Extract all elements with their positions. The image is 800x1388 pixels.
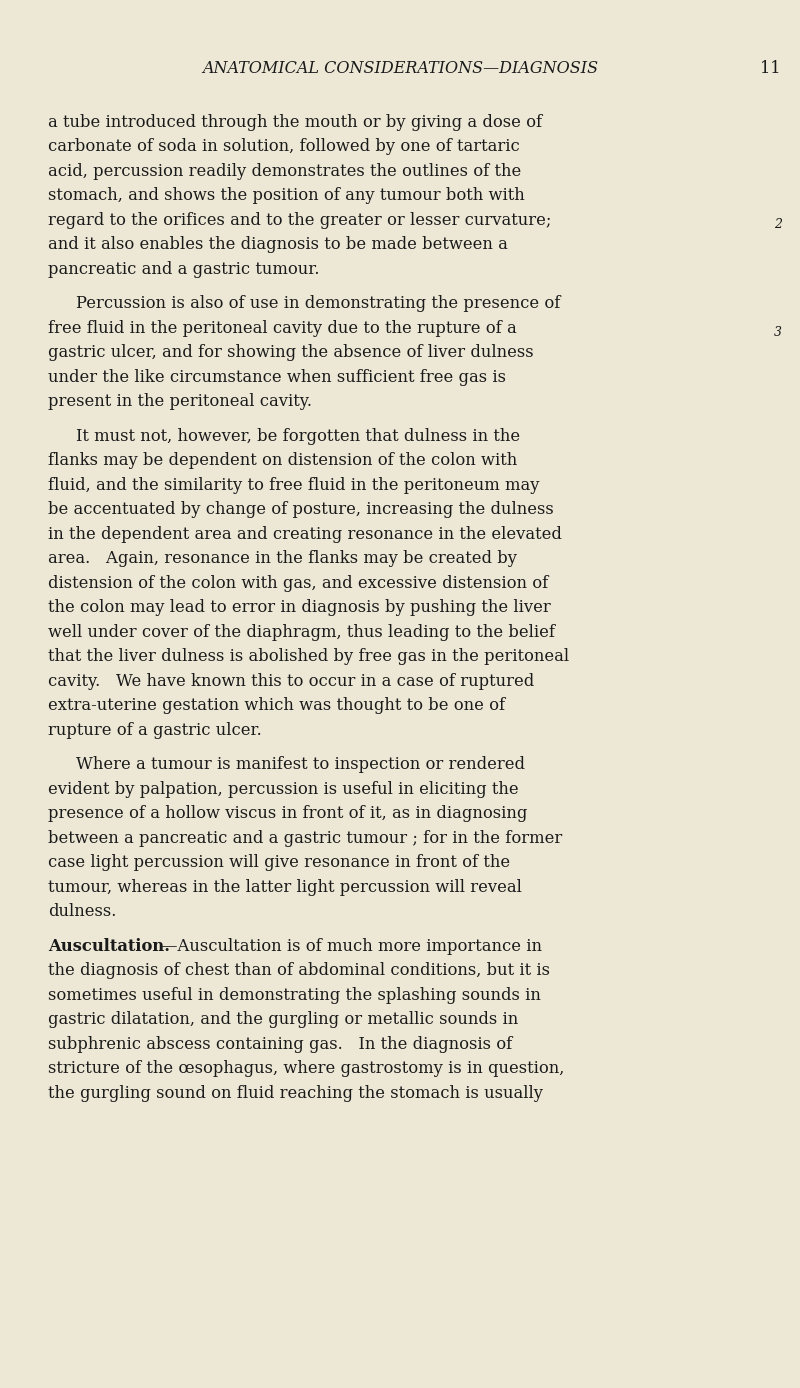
Text: in the dependent area and creating resonance in the elevated: in the dependent area and creating reson…	[48, 526, 562, 543]
Text: Where a tumour is manifest to inspection or rendered: Where a tumour is manifest to inspection…	[76, 756, 525, 773]
Text: case light percussion will give resonance in front of the: case light percussion will give resonanc…	[48, 855, 510, 872]
Text: subphrenic abscess containing gas.   In the diagnosis of: subphrenic abscess containing gas. In th…	[48, 1035, 512, 1053]
Text: a tube introduced through the mouth or by giving a dose of: a tube introduced through the mouth or b…	[48, 114, 542, 130]
Text: 3: 3	[774, 326, 782, 339]
Text: free fluid in the peritoneal cavity due to the rupture of a: free fluid in the peritoneal cavity due …	[48, 319, 517, 337]
Text: evident by palpation, percussion is useful in eliciting the: evident by palpation, percussion is usef…	[48, 781, 518, 798]
Text: Percussion is also of use in demonstrating the presence of: Percussion is also of use in demonstrati…	[76, 296, 560, 312]
Text: cavity.   We have known this to occur in a case of ruptured: cavity. We have known this to occur in a…	[48, 673, 534, 690]
Text: the colon may lead to error in diagnosis by pushing the liver: the colon may lead to error in diagnosis…	[48, 600, 550, 616]
Text: extra-uterine gestation which was thought to be one of: extra-uterine gestation which was though…	[48, 697, 505, 715]
Text: present in the peritoneal cavity.: present in the peritoneal cavity.	[48, 393, 312, 411]
Text: It must not, however, be forgotten that dulness in the: It must not, however, be forgotten that …	[76, 428, 520, 446]
Text: between a pancreatic and a gastric tumour ; for in the former: between a pancreatic and a gastric tumou…	[48, 830, 562, 847]
Text: 2: 2	[774, 218, 782, 230]
Text: gastric dilatation, and the gurgling or metallic sounds in: gastric dilatation, and the gurgling or …	[48, 1012, 518, 1029]
Text: sometimes useful in demonstrating the splashing sounds in: sometimes useful in demonstrating the sp…	[48, 987, 541, 1004]
Text: under the like circumstance when sufficient free gas is: under the like circumstance when suffici…	[48, 369, 506, 386]
Text: dulness.: dulness.	[48, 904, 116, 920]
Text: well under cover of the diaphragm, thus leading to the belief: well under cover of the diaphragm, thus …	[48, 623, 555, 641]
Text: the diagnosis of chest than of abdominal conditions, but it is: the diagnosis of chest than of abdominal…	[48, 962, 550, 980]
Text: presence of a hollow viscus in front of it, as in diagnosing: presence of a hollow viscus in front of …	[48, 805, 527, 823]
Text: flanks may be dependent on distension of the colon with: flanks may be dependent on distension of…	[48, 452, 518, 469]
Text: stricture of the œsophagus, where gastrostomy is in question,: stricture of the œsophagus, where gastro…	[48, 1060, 564, 1077]
Text: the gurgling sound on fluid reaching the stomach is usually: the gurgling sound on fluid reaching the…	[48, 1085, 543, 1102]
Text: Auscultation.: Auscultation.	[48, 938, 170, 955]
Text: regard to the orifices and to the greater or lesser curvature;: regard to the orifices and to the greate…	[48, 212, 551, 229]
Text: pancreatic and a gastric tumour.: pancreatic and a gastric tumour.	[48, 261, 319, 278]
Text: stomach, and shows the position of any tumour both with: stomach, and shows the position of any t…	[48, 187, 525, 204]
Text: gastric ulcer, and for showing the absence of liver dulness: gastric ulcer, and for showing the absen…	[48, 344, 534, 361]
Text: area.   Again, resonance in the flanks may be created by: area. Again, resonance in the flanks may…	[48, 551, 517, 568]
Text: distension of the colon with gas, and excessive distension of: distension of the colon with gas, and ex…	[48, 575, 548, 591]
Text: rupture of a gastric ulcer.: rupture of a gastric ulcer.	[48, 722, 262, 738]
Text: and it also enables the diagnosis to be made between a: and it also enables the diagnosis to be …	[48, 236, 508, 254]
Text: tumour, whereas in the latter light percussion will reveal: tumour, whereas in the latter light perc…	[48, 879, 522, 895]
Text: fluid, and the similarity to free fluid in the peritoneum may: fluid, and the similarity to free fluid …	[48, 477, 539, 494]
Text: acid, percussion readily demonstrates the outlines of the: acid, percussion readily demonstrates th…	[48, 162, 522, 180]
Text: ANATOMICAL CONSIDERATIONS—DIAGNOSIS: ANATOMICAL CONSIDERATIONS—DIAGNOSIS	[202, 60, 598, 76]
Text: carbonate of soda in solution, followed by one of tartaric: carbonate of soda in solution, followed …	[48, 139, 520, 155]
Text: that the liver dulness is abolished by free gas in the peritoneal: that the liver dulness is abolished by f…	[48, 648, 569, 665]
Text: 11: 11	[760, 60, 780, 76]
Text: be accentuated by change of posture, increasing the dulness: be accentuated by change of posture, inc…	[48, 501, 554, 518]
Text: —Auscultation is of much more importance in: —Auscultation is of much more importance…	[161, 938, 542, 955]
